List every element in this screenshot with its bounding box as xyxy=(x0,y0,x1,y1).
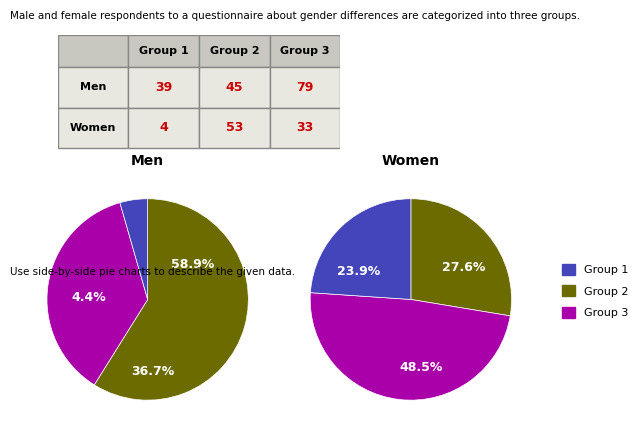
Text: 27.6%: 27.6% xyxy=(442,261,485,274)
Bar xyxy=(128,35,199,67)
Wedge shape xyxy=(411,199,512,316)
Bar xyxy=(58,67,128,108)
Text: Men: Men xyxy=(80,82,107,92)
Wedge shape xyxy=(311,199,411,299)
Text: 53: 53 xyxy=(225,122,243,135)
Text: 39: 39 xyxy=(155,81,172,94)
Bar xyxy=(199,67,270,108)
Bar xyxy=(199,108,270,148)
Wedge shape xyxy=(120,199,148,299)
Text: 48.5%: 48.5% xyxy=(399,362,442,375)
Bar xyxy=(270,35,340,67)
Text: Women: Women xyxy=(70,123,116,133)
Bar xyxy=(58,35,128,67)
Text: Group 2: Group 2 xyxy=(209,46,259,56)
Legend: Group 1, Group 2, Group 3: Group 1, Group 2, Group 3 xyxy=(558,259,633,322)
Text: Use side-by-side pie charts to describe the given data.: Use side-by-side pie charts to describe … xyxy=(10,267,295,277)
Bar xyxy=(270,108,340,148)
Wedge shape xyxy=(94,199,248,400)
Text: 79: 79 xyxy=(296,81,314,94)
Text: 36.7%: 36.7% xyxy=(131,365,175,378)
Text: 4.4%: 4.4% xyxy=(72,291,107,304)
Text: 45: 45 xyxy=(225,81,243,94)
Text: 23.9%: 23.9% xyxy=(337,265,380,278)
Wedge shape xyxy=(47,203,148,385)
Bar xyxy=(199,35,270,67)
Text: Group 3: Group 3 xyxy=(280,46,330,56)
Text: Group 1: Group 1 xyxy=(139,46,189,56)
Wedge shape xyxy=(310,293,510,400)
Text: 33: 33 xyxy=(297,122,313,135)
Title: Women: Women xyxy=(382,154,440,168)
Text: Male and female respondents to a questionnaire about gender differences are cate: Male and female respondents to a questio… xyxy=(10,11,580,21)
Bar xyxy=(58,108,128,148)
Bar xyxy=(128,108,199,148)
Text: 58.9%: 58.9% xyxy=(171,258,214,271)
Text: 4: 4 xyxy=(159,122,168,135)
Bar xyxy=(128,67,199,108)
Title: Men: Men xyxy=(131,154,164,168)
Bar xyxy=(270,67,340,108)
